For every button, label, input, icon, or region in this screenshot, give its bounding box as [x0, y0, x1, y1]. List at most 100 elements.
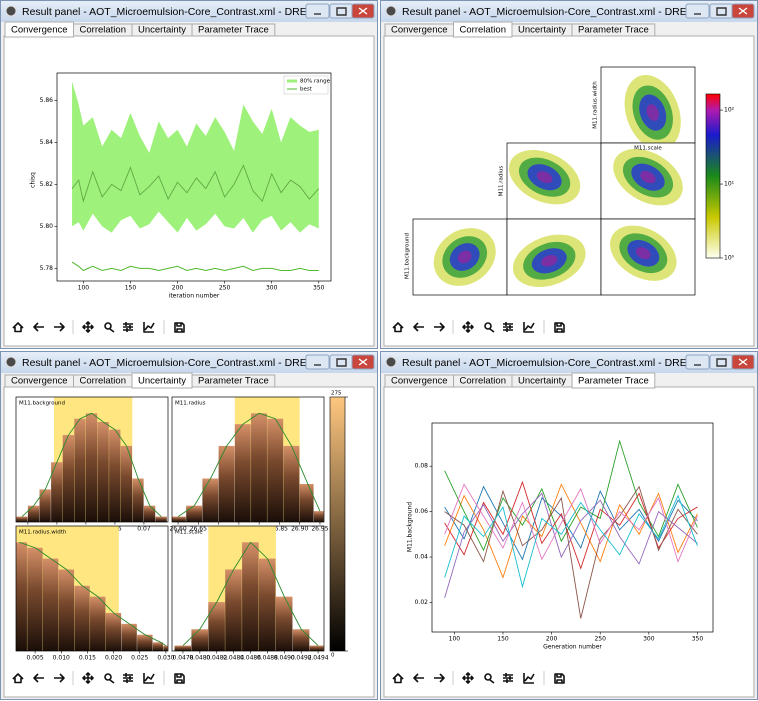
x-axis-label: iteration number	[169, 293, 220, 300]
histogram-column	[51, 462, 63, 522]
tab-label: Correlation	[80, 25, 126, 36]
app-icon	[5, 356, 17, 368]
toolbar-button[interactable]	[413, 673, 424, 683]
tab-label: Parameter Trace	[198, 376, 269, 387]
toolbar-button[interactable]	[484, 322, 495, 333]
x-tick-label: 26.90	[291, 526, 308, 533]
toolbar-button[interactable]	[554, 322, 565, 333]
toolbar-button[interactable]	[143, 322, 155, 333]
tab-label: Convergence	[391, 25, 448, 36]
toolbar-button[interactable]	[82, 672, 94, 684]
tab[interactable]	[191, 23, 276, 37]
toolbar-icon	[54, 673, 65, 683]
tab-label: Uncertainty	[518, 376, 566, 387]
maximize-button[interactable]	[329, 354, 354, 370]
chart: M11.radius.width M11.scale M11.radius M11.b…	[405, 66, 735, 296]
tab-label: Uncertainty	[518, 25, 566, 36]
histogram-column	[155, 516, 167, 522]
axis-label: M11.background	[405, 233, 411, 279]
plot-frame	[15, 396, 169, 523]
button-glyph	[738, 7, 748, 15]
toolbar-icon	[462, 321, 474, 333]
toolbar-button[interactable]	[123, 322, 133, 332]
toolbar-button[interactable]	[12, 673, 24, 684]
y-axis-label: M11.background	[407, 502, 414, 552]
toolbar-button[interactable]	[143, 673, 155, 684]
toolbar-button[interactable]	[523, 322, 535, 333]
toolbar-button[interactable]	[392, 322, 404, 333]
density-line	[182, 541, 319, 646]
colorbar-tick-label: 10⁰	[724, 255, 735, 262]
x-tick-label: 26.60	[169, 526, 186, 533]
toolbar-button[interactable]	[484, 673, 495, 684]
histogram-column	[313, 511, 324, 522]
toolbar-button[interactable]	[104, 673, 115, 684]
toolbar-button[interactable]	[174, 322, 185, 333]
toolbar-button[interactable]	[434, 673, 445, 683]
result-window: Result panel - AOT_Microemulsion-Core_Co…	[380, 0, 758, 349]
toolbar-icon	[484, 673, 495, 684]
maximize-button[interactable]	[709, 3, 734, 19]
toolbar-button[interactable]	[434, 322, 445, 332]
minimize-button[interactable]	[305, 3, 330, 19]
plot-frame	[56, 72, 332, 282]
toolbar-button[interactable]	[523, 673, 535, 684]
toolbar-button[interactable]	[104, 322, 115, 333]
histogram-column	[267, 418, 284, 522]
toolbar-button[interactable]	[123, 673, 133, 683]
tab[interactable]	[191, 374, 276, 388]
button-glyph	[358, 358, 368, 366]
toolbar-button[interactable]	[462, 672, 474, 684]
histogram-column	[97, 422, 109, 522]
maximize-button[interactable]	[709, 354, 734, 370]
maximize-button[interactable]	[329, 3, 354, 19]
x-tick-label: 0.0488	[257, 655, 278, 662]
minimize-button[interactable]	[685, 3, 710, 19]
x-tick-label: 0.0478	[172, 655, 193, 662]
histogram-column	[292, 629, 310, 651]
histogram-column	[163, 645, 168, 651]
x-tick-label: 0.0484	[223, 655, 244, 662]
toolbar-button[interactable]	[174, 673, 185, 684]
tab-label: Parameter Trace	[578, 376, 649, 387]
tab[interactable]	[571, 23, 656, 37]
histogram-column	[309, 645, 324, 651]
x-tick-label: 0.025	[131, 655, 148, 662]
histogram-column	[202, 478, 219, 522]
histogram-column	[152, 642, 163, 651]
toolbar-icon	[33, 673, 44, 683]
toolbar-button[interactable]	[12, 322, 24, 333]
toolbar-button[interactable]	[503, 322, 513, 332]
panel-title: M11.scale	[175, 530, 203, 536]
panel-title: M11.radius.width	[19, 530, 67, 536]
colorbar	[329, 396, 346, 652]
x-tick-label: 0.0482	[206, 655, 227, 662]
tab-label: Parameter Trace	[578, 25, 649, 36]
histogram-column	[299, 483, 314, 522]
minimize-button[interactable]	[305, 354, 330, 370]
title-bar	[381, 1, 757, 22]
toolbar-icon	[33, 322, 44, 332]
y-tick-label: 0.06	[415, 508, 429, 515]
minimize-button[interactable]	[685, 354, 710, 370]
toolbar-button[interactable]	[413, 322, 424, 332]
toolbar-button[interactable]	[392, 673, 404, 684]
result-window: Result panel - AOT_Microemulsion-Core_Co…	[380, 351, 758, 700]
legend-label: 80% range	[300, 79, 331, 85]
toolbar-button[interactable]	[33, 673, 44, 683]
toolbar-button[interactable]	[33, 322, 44, 332]
toolbar-button[interactable]	[82, 321, 94, 333]
colorbar-tick-label: 0	[331, 653, 335, 659]
toolbar-button[interactable]	[54, 322, 65, 332]
toolbar-button[interactable]	[554, 673, 565, 684]
tab[interactable]	[571, 372, 656, 389]
histogram-column	[174, 645, 192, 651]
histogram-column	[137, 634, 153, 651]
toolbar-button[interactable]	[462, 321, 474, 333]
title-bar	[381, 352, 757, 373]
toolbar-button[interactable]	[54, 673, 65, 683]
histogram-column	[90, 596, 106, 651]
toolbar-icon	[503, 322, 513, 332]
toolbar-button[interactable]	[503, 673, 513, 683]
